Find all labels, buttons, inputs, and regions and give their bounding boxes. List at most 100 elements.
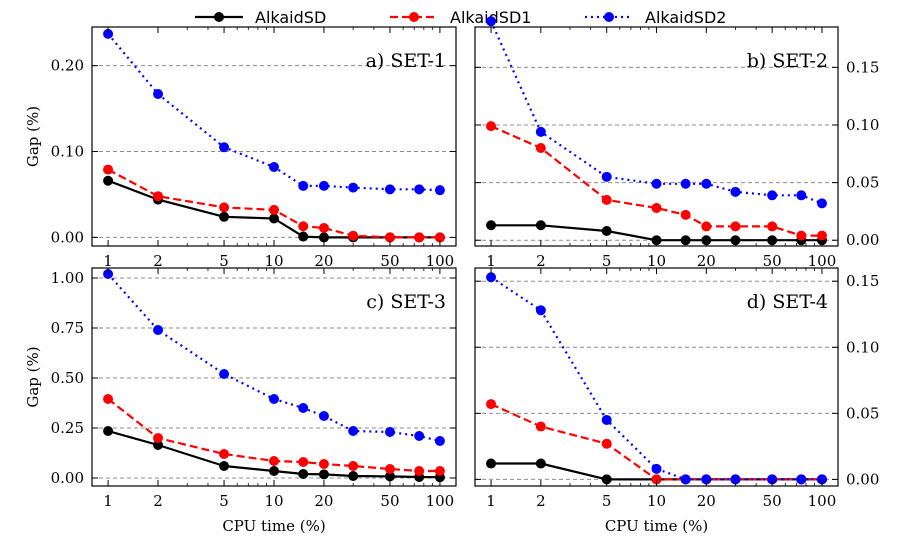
panel-title: c) SET-3: [366, 291, 446, 313]
x-tick-label: 50: [763, 492, 782, 510]
data-point: [486, 121, 497, 132]
y-tick-label: 1.00: [51, 269, 84, 287]
x-tick-label: 1: [103, 252, 113, 270]
panel-title: b) SET-2: [747, 50, 828, 72]
data-point: [298, 469, 309, 479]
data-point: [535, 421, 546, 432]
y-tick-label: 0.10: [51, 143, 84, 161]
y-tick-label: 0.00: [846, 470, 879, 488]
data-point: [348, 461, 359, 471]
data-point: [153, 191, 164, 202]
x-tick-label: 50: [763, 252, 782, 270]
x-tick-label: 1: [486, 492, 496, 510]
data-point: [486, 16, 497, 27]
data-point: [219, 369, 230, 379]
x-tick-label: 10: [647, 492, 666, 510]
y-tick-label: 0.25: [51, 419, 84, 437]
data-point: [298, 231, 309, 242]
x-tick-label: 10: [264, 252, 283, 270]
data-point: [767, 474, 778, 485]
x-tick-label: 20: [314, 492, 333, 510]
data-point: [318, 459, 329, 469]
data-point: [103, 164, 114, 175]
data-point: [767, 190, 778, 201]
y-tick-label: 0.10: [846, 338, 879, 356]
x-tick-label: 20: [314, 252, 333, 270]
data-point: [434, 232, 445, 243]
data-point: [103, 28, 114, 39]
data-point: [796, 230, 807, 241]
data-point: [153, 88, 164, 99]
data-point: [269, 204, 279, 215]
x-tick-label: 10: [264, 492, 283, 510]
x-tick-label: 2: [536, 252, 546, 270]
data-point: [601, 226, 612, 237]
data-point: [701, 221, 712, 232]
x-tick-label: 50: [380, 252, 399, 270]
data-point: [269, 466, 279, 476]
series-line-3: [107, 273, 441, 443]
x-tick-label: 5: [602, 492, 612, 510]
legend-label-1: AlkaidSD: [255, 8, 326, 27]
series-line-1: [107, 429, 440, 479]
data-point: [816, 474, 827, 485]
y-tick-label: 0.75: [51, 319, 84, 337]
data-point: [153, 440, 164, 450]
data-point: [269, 394, 279, 404]
data-point: [219, 142, 230, 153]
data-point: [680, 209, 691, 220]
series-line-3: [489, 20, 823, 205]
data-point: [384, 464, 395, 474]
data-point: [486, 220, 497, 231]
series-line-2: [107, 398, 440, 473]
data-point: [269, 213, 279, 224]
data-point: [701, 474, 712, 485]
data-point: [318, 180, 329, 191]
x-tick-label: 2: [153, 492, 163, 510]
data-point: [730, 474, 741, 485]
data-point: [601, 474, 612, 485]
data-point: [298, 457, 309, 467]
data-point: [318, 232, 329, 243]
data-point: [434, 185, 445, 196]
x-tick-label: 100: [426, 252, 455, 270]
data-point: [219, 461, 230, 471]
data-point: [730, 235, 741, 246]
series-line-2: [490, 403, 822, 481]
data-point: [535, 126, 546, 137]
data-point: [348, 471, 359, 481]
data-point: [601, 194, 612, 205]
x-axis-label: CPU time (%): [222, 517, 325, 535]
data-point: [153, 433, 164, 443]
data-point: [103, 426, 114, 436]
data-point: [730, 221, 741, 232]
data-point: [318, 411, 329, 421]
legend-label-3: AlkaidSD2: [645, 8, 726, 27]
x-tick-label: 2: [153, 252, 163, 270]
panel-2: 1 2 5 10 20 50 100 0.00 0.05 0.10 0.15 b) SET-2: [474, 16, 879, 270]
data-point: [384, 471, 395, 482]
y-axis-label: Gap (%): [24, 346, 42, 407]
data-point: [816, 230, 827, 241]
data-point: [601, 438, 612, 449]
data-point: [414, 184, 425, 195]
data-point: [486, 399, 497, 410]
y-tick-label: 0.05: [846, 404, 879, 422]
x-tick-label: 50: [380, 492, 399, 510]
data-point: [298, 221, 309, 232]
y-tick-label: 0.10: [846, 116, 879, 134]
data-point: [767, 221, 778, 232]
y-tick-label: 0.15: [846, 58, 879, 76]
y-tick-label: 0.05: [846, 174, 879, 192]
x-tick-label: 100: [808, 492, 837, 510]
data-point: [486, 458, 497, 469]
data-point: [601, 414, 612, 425]
data-point: [219, 202, 230, 213]
data-point: [535, 458, 546, 469]
x-tick-label: 10: [647, 252, 666, 270]
data-point: [153, 325, 164, 335]
data-point: [298, 180, 309, 191]
x-tick-label: 5: [602, 252, 612, 270]
